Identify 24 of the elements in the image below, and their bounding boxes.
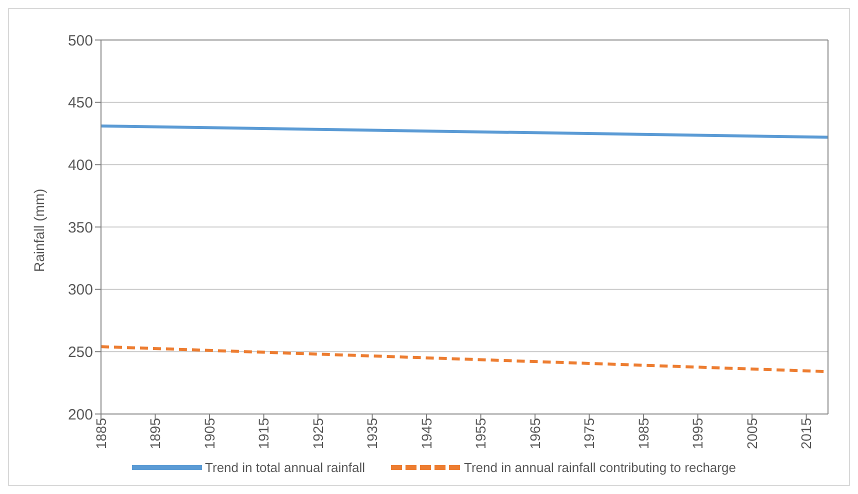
x-tick-label: 1975 bbox=[581, 418, 598, 450]
x-tick-label: 2015 bbox=[798, 418, 814, 450]
x-tick-label: 1985 bbox=[635, 418, 652, 450]
y-tick-label: 300 bbox=[68, 282, 93, 299]
x-tick-label: 1895 bbox=[147, 418, 164, 450]
y-tick-label: 500 bbox=[68, 32, 93, 50]
x-tick-label: 1925 bbox=[310, 418, 326, 450]
y-axis-title: Rainfall (mm) bbox=[30, 188, 47, 272]
y-tick-label: 400 bbox=[68, 156, 93, 174]
x-tick-label: 1935 bbox=[364, 418, 380, 450]
x-tick-label: 1955 bbox=[472, 418, 489, 450]
legend-label: Trend in annual rainfall contributing to recharge bbox=[464, 460, 736, 475]
y-tick-label: 350 bbox=[68, 219, 93, 236]
x-tick-label: 1885 bbox=[92, 418, 109, 450]
x-tick-label: 1965 bbox=[526, 418, 543, 450]
legend-label: Trend in total annual rainfall bbox=[205, 460, 365, 475]
y-tick-label: 250 bbox=[68, 344, 93, 361]
y-tick-label: 450 bbox=[68, 94, 93, 112]
x-tick-label: 1905 bbox=[201, 418, 218, 450]
y-tick-label: 200 bbox=[68, 406, 93, 424]
x-tick-label: 1915 bbox=[256, 418, 272, 450]
x-tick-label: 1995 bbox=[690, 418, 706, 450]
x-tick-label: 2005 bbox=[744, 418, 760, 450]
x-tick-label: 1945 bbox=[418, 418, 434, 450]
